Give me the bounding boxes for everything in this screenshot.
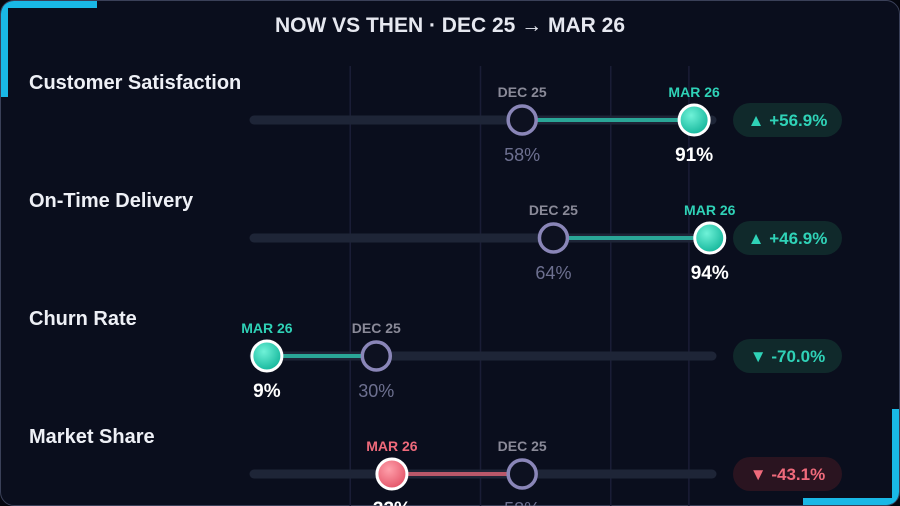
now-period-label: MAR 26 [241,320,293,336]
then-value-label: 58% [504,145,540,165]
now-marker [375,457,409,491]
then-period-label: DEC 25 [352,320,401,336]
then-marker [506,458,538,490]
metric-label: Customer Satisfaction [29,72,241,94]
delta-pill [733,221,842,255]
delta-pill [733,457,842,491]
corner-accent-bottom-right-vertical [892,409,899,505]
delta-pill [733,339,842,373]
corner-accent-bottom-right [803,498,899,505]
now-period-label: MAR 26 [366,438,418,454]
metric-label: Market Share [29,426,155,448]
now-marker [677,103,711,137]
delta-pill [733,103,842,137]
then-marker [360,340,393,372]
metric-row: Market Share DEC 25 MAR 26 58% 33% ▼ -43.1% [29,426,842,506]
metric-row: On-Time Delivery DEC 25 MAR 26 64% 94% ▲ +46.… [29,190,842,284]
then-value-label: 58% [504,499,540,506]
metric-row: Churn Rate DEC 25 MAR 26 30% 9% ▼ -70.0% [29,308,842,402]
delta-label: ▼ -70.0% [750,347,825,366]
metric-label: On-Time Delivery [29,190,194,212]
delta-label: ▼ -43.1% [750,465,825,484]
now-marker [693,221,727,255]
then-marker [506,104,538,136]
now-marker [250,339,284,373]
now-value-label: 33% [373,499,411,506]
corner-accent-top-left [1,1,97,8]
then-period-label: DEC 25 [498,84,547,100]
metric-row: Customer Satisfaction DEC 25 MAR 26 58% 91% ▲… [29,72,842,166]
delta-label: ▲ +46.9% [748,229,828,248]
now-value-label: 91% [675,145,713,166]
now-period-label: MAR 26 [684,202,736,218]
then-value-label: 30% [358,381,394,401]
then-value-label: 64% [535,263,571,283]
metric-label: Churn Rate [29,308,137,330]
then-period-label: DEC 25 [529,202,578,218]
then-period-label: DEC 25 [498,438,547,454]
now-value-label: 94% [691,263,729,284]
then-marker [537,222,570,254]
corner-accent-top-left-vertical [1,1,8,97]
delta-label: ▲ +56.9% [748,111,828,130]
chart-title: NOW VS THEN · DEC 25 → MAR 26 [274,14,626,37]
now-value-label: 9% [253,381,281,402]
now-period-label: MAR 26 [668,84,720,100]
